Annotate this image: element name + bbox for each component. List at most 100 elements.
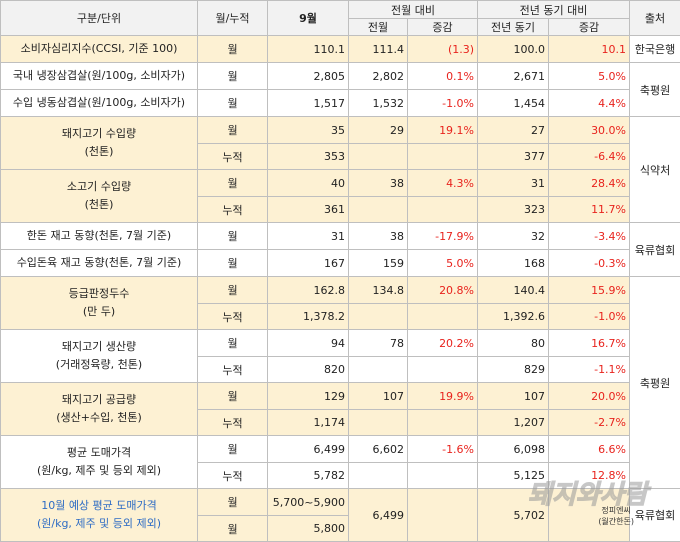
yoy-prev-value: 6,098 [478,436,549,463]
mom-prev-value: 38 [349,223,408,250]
header-yoy-prev: 전년 동기 [478,19,549,36]
september-value: 94 [268,330,349,357]
september-value: 361 [268,197,349,223]
table-row: 돼지고기 생산량(거래정육량, 천톤) 월 94 78 20.2% 80 16.… [1,330,680,357]
period-cell: 누적 [198,304,268,330]
table-row: 소고기 수입량(천톤) 월 40 38 4.3% 31 28.4% [1,170,680,197]
mom-prev-value [349,463,408,489]
mom-change-value: 4.3% [408,170,478,197]
period-cell: 누적 [198,463,268,489]
mom-change-value [408,144,478,170]
mom-change-value: 19.9% [408,383,478,410]
mom-prev-value: 107 [349,383,408,410]
period-cell: 월 [198,117,268,144]
yoy-prev-value: 168 [478,250,549,277]
yoy-change-value: -2.7% [549,410,630,436]
mom-prev-value: 6,499 [349,489,408,542]
mom-prev-value [349,410,408,436]
period-cell: 월 [198,489,268,516]
header-mom-prev: 전월 [349,19,408,36]
yoy-prev-value: 829 [478,357,549,383]
period-cell: 누적 [198,410,268,436]
source-cell: 육류협회 [630,489,680,542]
source-cell: 축평원 [630,63,680,117]
mom-prev-value [349,357,408,383]
september-value: 162.8 [268,277,349,304]
row-label: 등급판정두수(만 두) [1,277,198,330]
yoy-prev-value: 323 [478,197,549,223]
mom-change-value [408,197,478,223]
mom-change-value: -1.0% [408,90,478,117]
september-value: 167 [268,250,349,277]
yoy-prev-value: 31 [478,170,549,197]
mom-prev-value: 159 [349,250,408,277]
period-cell: 월 [198,90,268,117]
period-cell: 월 [198,63,268,90]
row-label-line1: 소고기 수입량 [67,180,131,193]
period-cell: 월 [198,277,268,304]
row-label: 수입돈육 재고 동향(천톤, 7월 기준) [1,250,198,277]
mom-prev-value: 2,802 [349,63,408,90]
row-label: 수입 냉동삼겹살(원/100g, 소비자가) [1,90,198,117]
mom-change-value: -17.9% [408,223,478,250]
yoy-prev-value: 2,671 [478,63,549,90]
yoy-prev-value: 27 [478,117,549,144]
mom-change-value [408,410,478,436]
september-value: 40 [268,170,349,197]
mom-change-value: 0.1% [408,63,478,90]
row-label-line1: 10월 예상 평균 도매가격 [41,499,157,512]
mom-change-value: 20.2% [408,330,478,357]
yoy-change-value: 5.0% [549,63,630,90]
row-label: 돼지고기 생산량(거래정육량, 천톤) [1,330,198,383]
yoy-change-value: 30.0% [549,117,630,144]
yoy-change-value: 4.4% [549,90,630,117]
watermark-tag: 정피엔씨 (월간한돈) [598,505,634,527]
period-cell: 월 [198,170,268,197]
row-label-line2: (거래정육량, 천톤) [56,358,142,371]
row-label-line1: 평균 도매가격 [67,446,131,459]
yoy-prev-value: 1,454 [478,90,549,117]
yoy-change-value: 20.0% [549,383,630,410]
yoy-change-value: 10.1 [549,36,630,63]
period-cell: 월 [198,436,268,463]
yoy-prev-value: 5,125 [478,463,549,489]
row-label: 소비자심리지수(CCSI, 기준 100) [1,36,198,63]
table-row: 등급판정두수(만 두) 월 162.8 134.8 20.8% 140.4 15… [1,277,680,304]
header-period: 월/누적 [198,1,268,36]
row-label-line2: (원/kg, 제주 및 등외 제외) [37,517,161,530]
mom-change-value [408,304,478,330]
mom-prev-value: 1,532 [349,90,408,117]
september-value: 1,517 [268,90,349,117]
row-label-line1: 돼지고기 공급량 [62,393,136,406]
september-value: 5,782 [268,463,349,489]
period-cell: 누적 [198,144,268,170]
yoy-change-value: -3.4% [549,223,630,250]
mom-change-value: (1.3) [408,36,478,63]
table-row: 수입 냉동삼겹살(원/100g, 소비자가) 월 1,517 1,532 -1.… [1,90,680,117]
yoy-change-value: 6.6% [549,436,630,463]
mom-change-value: -1.6% [408,436,478,463]
source-cell: 축평원 [630,277,680,489]
mom-prev-value: 29 [349,117,408,144]
mom-change-value [408,463,478,489]
mom-change-value: 5.0% [408,250,478,277]
table-row: 국내 냉장삼겹살(원/100g, 소비자가) 월 2,805 2,802 0.1… [1,63,680,90]
yoy-prev-value: 5,702 [478,489,549,542]
yoy-change-value: 12.8% [549,463,630,489]
yoy-prev-value: 1,207 [478,410,549,436]
header-category: 구분/단위 [1,1,198,36]
yoy-change-value: 15.9% [549,277,630,304]
yoy-change-value: -6.4% [549,144,630,170]
yoy-prev-value: 107 [478,383,549,410]
row-label-line2: (천톤) [85,145,114,158]
watermark-tag-line2: (월간한돈) [598,516,634,527]
september-value: 129 [268,383,349,410]
row-label-line1: 등급판정두수 [69,287,130,300]
table-row: 평균 도매가격(원/kg, 제주 및 등외 제외) 월 6,499 6,602 … [1,436,680,463]
period-cell: 누적 [198,197,268,223]
september-value: 2,805 [268,63,349,90]
header-september: 9월 [268,1,349,36]
watermark-tag-line1: 정피엔씨 [598,505,634,516]
source-cell: 식약처 [630,117,680,223]
